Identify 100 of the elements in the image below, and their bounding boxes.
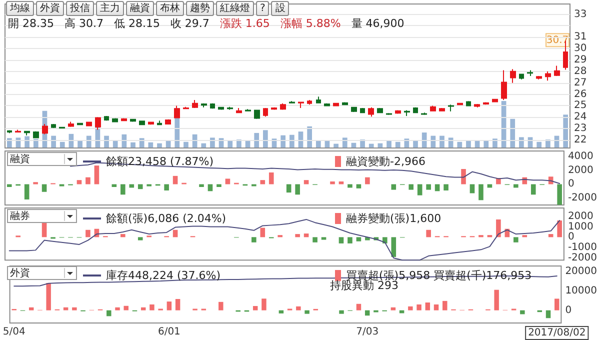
annotation: 開 28.35 (8, 17, 54, 30)
candlestick (104, 116, 109, 122)
bar (46, 282, 51, 310)
candlestick (483, 102, 489, 106)
bar (252, 237, 256, 242)
bar (563, 114, 568, 148)
bar (557, 220, 562, 238)
candlestick (430, 105, 436, 112)
bar (339, 310, 344, 314)
bar (112, 184, 117, 187)
annotation: 投信 (66, 1, 94, 16)
legend-label: 庫存448,224 (37.6%) (106, 269, 221, 282)
candlestick (404, 110, 410, 116)
bar (138, 237, 143, 240)
bar (514, 237, 518, 242)
annotation: 趨勢 (186, 1, 214, 16)
bar (166, 302, 172, 310)
bar (24, 184, 30, 200)
candlestick (7, 130, 12, 134)
annotation: 漲幅 5.88% (280, 17, 341, 30)
y-tick-label: 31 (574, 32, 587, 43)
bar (175, 298, 180, 310)
y-tick-label: 24 (574, 112, 587, 123)
annotation: 高 30.7 (64, 17, 104, 30)
y-tick-label: 20000 (565, 266, 597, 277)
y-tick-label: 30 (574, 43, 587, 54)
y-tick-label: 0 (568, 232, 574, 243)
candlestick (554, 65, 560, 76)
bar (184, 142, 188, 148)
bar (172, 230, 178, 238)
bar (254, 132, 260, 148)
bar (390, 307, 396, 310)
candlestick (492, 98, 498, 103)
bar (6, 184, 12, 187)
bar (530, 184, 536, 195)
y-tick-label: 4000 (568, 151, 594, 162)
bar (199, 184, 204, 187)
bar (342, 138, 348, 148)
candlestick (457, 102, 463, 106)
x-tick-label: 2017/08/02 (528, 328, 586, 338)
bar (124, 306, 128, 310)
y-tick-label: 23 (574, 123, 587, 134)
candlestick (227, 106, 233, 110)
bar (478, 184, 484, 200)
bar (426, 230, 431, 238)
dropdown-field: 外資 (7, 266, 77, 280)
bar (304, 234, 309, 238)
bar (216, 184, 222, 187)
candlestick (254, 109, 260, 120)
y-tick-label: 28 (574, 66, 587, 77)
bar (417, 184, 422, 196)
bar (263, 130, 268, 148)
bar (312, 237, 318, 242)
candlestick (218, 106, 224, 110)
bar (338, 237, 344, 244)
bar (129, 184, 134, 188)
y-tick-label: 22 (574, 134, 587, 146)
annotation: 主力 (96, 1, 124, 16)
bar (422, 132, 427, 148)
x-tick-label: 7/03 (356, 326, 379, 338)
bar (536, 142, 542, 148)
candlestick (536, 76, 542, 80)
bar (28, 307, 34, 310)
x-tick-label: 5/04 (2, 326, 26, 338)
candlestick (545, 70, 551, 82)
candlestick (121, 118, 127, 122)
bar (519, 137, 524, 148)
y-tick-label: 26 (574, 88, 587, 100)
y-tick-label: 0 (568, 178, 574, 190)
candlestick (139, 120, 145, 126)
bar (218, 302, 224, 310)
annotation: 量 46,900 (351, 17, 404, 30)
bar (307, 126, 312, 148)
candlestick (68, 121, 74, 128)
bar (391, 237, 396, 257)
bar (225, 178, 230, 184)
annotation: 收 29.7 (170, 17, 210, 30)
bar (494, 290, 499, 310)
bar (348, 184, 352, 188)
bar (138, 184, 143, 190)
candlestick (510, 68, 516, 84)
bar (391, 184, 396, 190)
bar (510, 118, 516, 148)
candlestick (51, 124, 56, 128)
bar (348, 237, 352, 244)
candlestick (201, 102, 207, 108)
bar (42, 184, 47, 192)
bar (278, 310, 284, 314)
bar (304, 180, 309, 184)
bar (42, 222, 47, 238)
bar (365, 177, 370, 184)
bar (434, 304, 439, 310)
y-tick-label: 2000 (568, 210, 594, 222)
y-tick-label: -1000 (568, 242, 598, 254)
candlestick (271, 106, 277, 110)
candlestick (263, 108, 268, 118)
bar (457, 142, 462, 148)
candlestick (501, 70, 507, 100)
legend-label: 融券變動(張)1,600 (346, 212, 442, 225)
candlestick (183, 106, 189, 110)
